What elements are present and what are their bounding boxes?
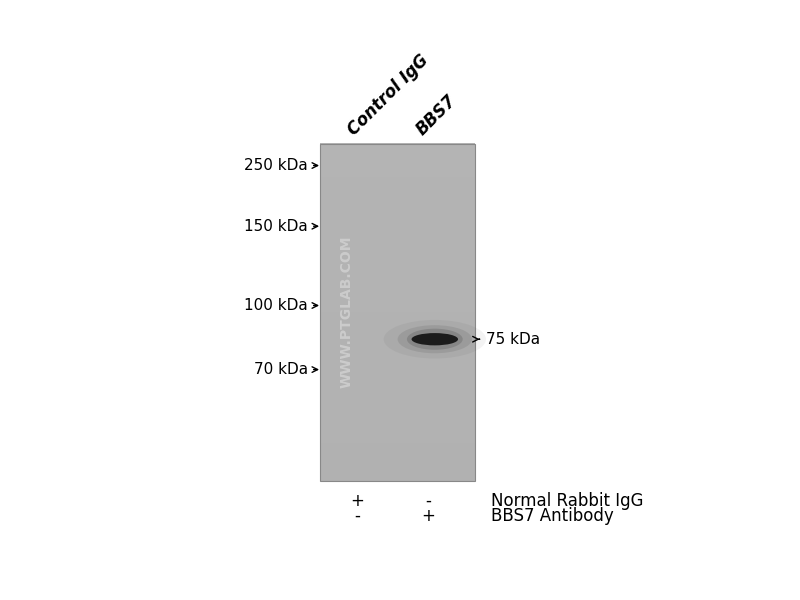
- Bar: [320, 265, 475, 270]
- Bar: [320, 476, 475, 481]
- Bar: [320, 290, 475, 295]
- Bar: [320, 227, 475, 232]
- Bar: [320, 156, 475, 160]
- Bar: [320, 455, 475, 460]
- Bar: [320, 215, 475, 220]
- Bar: [320, 388, 475, 392]
- Bar: [320, 223, 475, 228]
- Bar: [320, 299, 475, 304]
- Bar: [320, 198, 475, 203]
- Text: -: -: [354, 506, 360, 524]
- Bar: [320, 404, 475, 409]
- Bar: [320, 211, 475, 215]
- Bar: [320, 143, 475, 481]
- Bar: [320, 417, 475, 422]
- Bar: [320, 202, 475, 207]
- Bar: [320, 367, 475, 371]
- Bar: [320, 257, 475, 262]
- Bar: [320, 354, 475, 359]
- Bar: [320, 244, 475, 249]
- Bar: [320, 421, 475, 426]
- Bar: [320, 160, 475, 164]
- Text: 100 kDa: 100 kDa: [244, 298, 308, 313]
- Text: -: -: [426, 492, 431, 510]
- Bar: [320, 329, 475, 334]
- Bar: [320, 337, 475, 342]
- Bar: [320, 282, 475, 287]
- Bar: [320, 185, 475, 190]
- Text: Control IgG: Control IgG: [345, 51, 433, 139]
- Bar: [320, 152, 475, 156]
- Bar: [320, 464, 475, 468]
- Text: +: +: [422, 506, 435, 524]
- Bar: [320, 177, 475, 182]
- Bar: [320, 236, 475, 241]
- Bar: [320, 434, 475, 439]
- Text: WWW.PTGLAB.COM: WWW.PTGLAB.COM: [340, 236, 354, 388]
- Text: 150 kDa: 150 kDa: [244, 219, 308, 234]
- Bar: [320, 240, 475, 245]
- Bar: [320, 148, 475, 152]
- Ellipse shape: [384, 320, 486, 359]
- Bar: [320, 316, 475, 320]
- Bar: [320, 181, 475, 186]
- Bar: [320, 308, 475, 312]
- Bar: [320, 438, 475, 443]
- Bar: [320, 396, 475, 401]
- Bar: [320, 219, 475, 224]
- Text: 70 kDa: 70 kDa: [254, 362, 308, 377]
- Text: 250 kDa: 250 kDa: [244, 158, 308, 173]
- Bar: [320, 312, 475, 316]
- Bar: [320, 400, 475, 405]
- Ellipse shape: [398, 325, 472, 353]
- Bar: [320, 425, 475, 430]
- Text: BBS7 Antibody: BBS7 Antibody: [490, 506, 614, 524]
- Bar: [320, 468, 475, 472]
- Bar: [320, 320, 475, 325]
- Bar: [320, 358, 475, 363]
- Bar: [320, 274, 475, 278]
- Bar: [320, 341, 475, 346]
- Bar: [320, 304, 475, 308]
- Bar: [320, 383, 475, 388]
- Bar: [320, 173, 475, 178]
- Bar: [320, 472, 475, 476]
- Bar: [320, 261, 475, 266]
- Bar: [320, 392, 475, 397]
- Bar: [320, 362, 475, 367]
- Bar: [320, 379, 475, 384]
- Bar: [320, 143, 475, 148]
- Bar: [320, 446, 475, 451]
- Bar: [320, 278, 475, 283]
- Bar: [320, 430, 475, 434]
- Bar: [320, 460, 475, 464]
- Bar: [320, 206, 475, 211]
- Bar: [320, 325, 475, 329]
- Bar: [320, 333, 475, 338]
- Bar: [320, 371, 475, 376]
- Bar: [320, 295, 475, 299]
- Bar: [320, 409, 475, 413]
- Text: Normal Rabbit IgG: Normal Rabbit IgG: [490, 492, 643, 510]
- Text: +: +: [350, 492, 364, 510]
- Bar: [320, 248, 475, 253]
- Bar: [320, 346, 475, 350]
- Bar: [320, 190, 475, 194]
- Text: 75 kDa: 75 kDa: [486, 332, 540, 347]
- Bar: [320, 194, 475, 199]
- Bar: [320, 350, 475, 355]
- Bar: [320, 442, 475, 447]
- Bar: [320, 413, 475, 418]
- Text: BBS7: BBS7: [413, 92, 460, 139]
- Bar: [320, 232, 475, 236]
- Ellipse shape: [411, 333, 458, 346]
- Bar: [320, 451, 475, 455]
- Bar: [320, 169, 475, 173]
- Bar: [320, 286, 475, 291]
- Ellipse shape: [407, 329, 462, 350]
- Bar: [320, 253, 475, 257]
- Bar: [320, 164, 475, 169]
- Bar: [320, 375, 475, 380]
- Bar: [320, 269, 475, 274]
